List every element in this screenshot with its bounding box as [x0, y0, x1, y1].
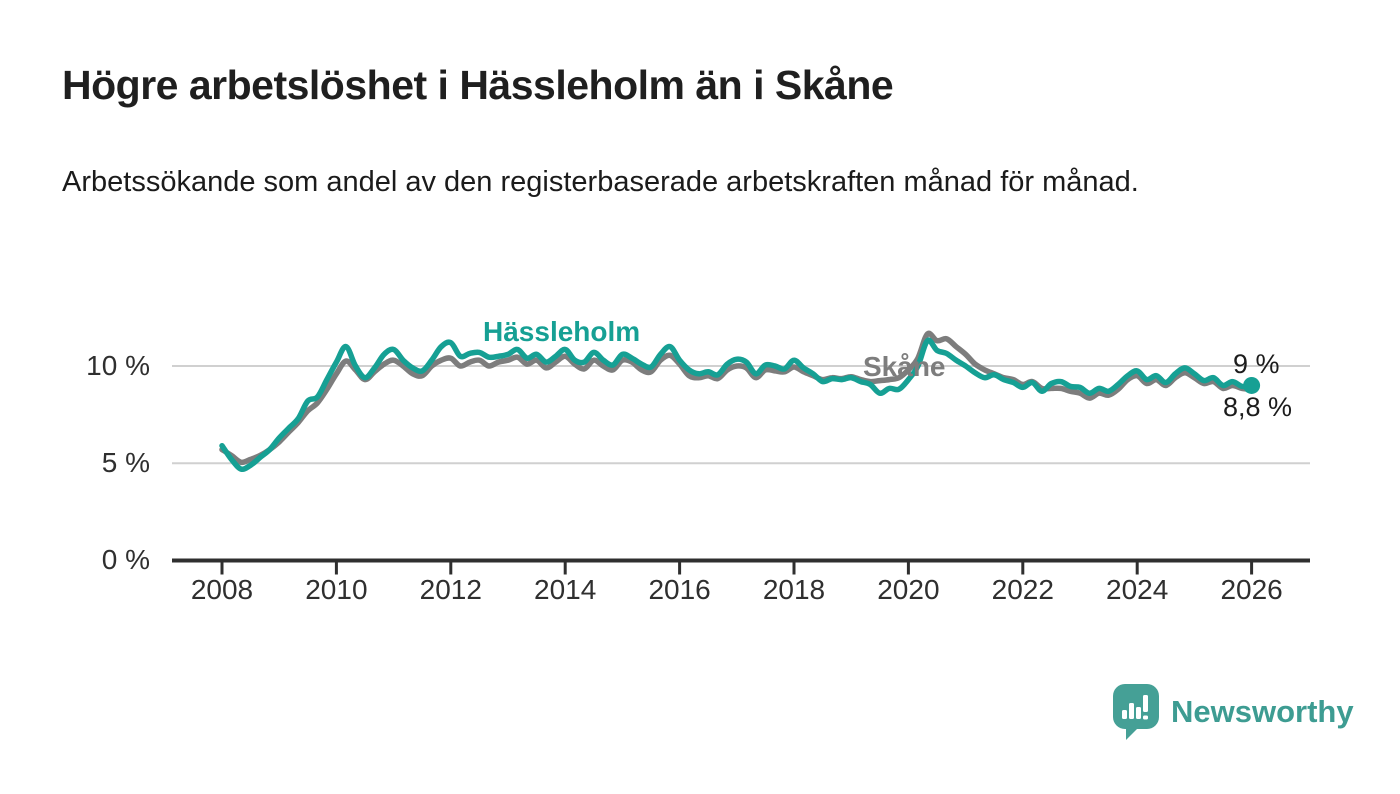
newsworthy-logo-text: Newsworthy [1171, 694, 1354, 729]
x-tick-label-2012: 2012 [419, 574, 482, 605]
x-tick-label-2024: 2024 [1106, 574, 1169, 605]
y-tick-label-5: 5 % [101, 447, 150, 478]
x-tick-label-2020: 2020 [877, 574, 940, 605]
x-tick-label-2026: 2026 [1220, 574, 1283, 605]
x-tick-label-2008: 2008 [190, 574, 254, 605]
y-tick-label-0: 0 % [101, 544, 150, 575]
end-value-label-hassleholm: 9 % [1233, 349, 1280, 379]
end-value-label-skane: 8,8 % [1223, 392, 1293, 422]
x-tick-label-2022: 2022 [991, 574, 1054, 605]
newsworthy-logo: Newsworthy [1113, 684, 1354, 740]
x-tick-label-2014: 2014 [534, 574, 597, 605]
series-label-skane: Skåne [863, 351, 946, 382]
y-tick-label-10: 10 % [86, 350, 150, 381]
series-line-skåne [219, 330, 1255, 466]
end-dot-hässleholm [1243, 376, 1261, 394]
newsworthy-logo-icon [1113, 684, 1159, 740]
series-line-hässleholm [219, 337, 1255, 473]
x-tick-label-2016: 2016 [648, 574, 711, 605]
x-tick-label-2018: 2018 [762, 574, 826, 605]
x-tick-label-2010: 2010 [305, 574, 368, 605]
series-label-hassleholm: Hässleholm [483, 316, 641, 347]
chart-title: Högre arbetslöshet i Hässleholm än i Skå… [62, 62, 894, 108]
chart-subtitle: Arbetssökande som andel av den registerb… [62, 166, 1139, 198]
